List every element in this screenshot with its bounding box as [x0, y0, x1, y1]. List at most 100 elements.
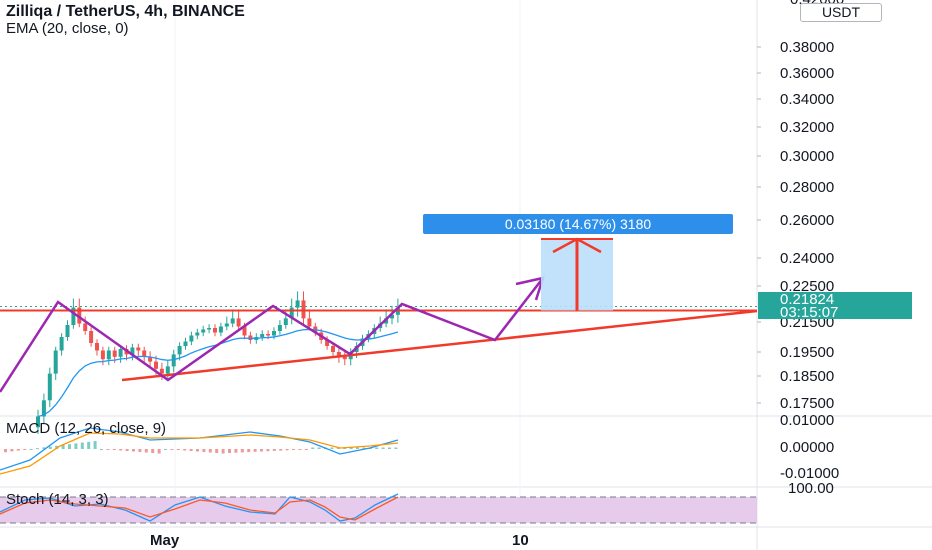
candle-body	[59, 337, 64, 351]
macd-histogram-bar	[394, 447, 398, 449]
macd-histogram-bar	[183, 449, 187, 451]
candle-body	[177, 346, 182, 355]
macd-histogram-bar	[362, 447, 366, 449]
price-tick-label: 0.22500	[780, 278, 834, 295]
candle-body	[159, 368, 164, 374]
candle-body	[336, 352, 341, 357]
candle-body	[100, 350, 105, 360]
candle-body	[165, 366, 170, 374]
candle-body	[41, 400, 46, 417]
macd-histogram-bar	[279, 449, 283, 451]
macd-histogram-bar	[304, 449, 308, 450]
price-tick-label: 0.17500	[780, 395, 834, 412]
candle-body	[218, 326, 223, 333]
candle-body	[136, 347, 141, 351]
last-price-value: 0.21824	[780, 291, 835, 308]
price-tick-label: 0.34000	[780, 91, 834, 108]
candle-body	[277, 325, 282, 331]
price-tick-label: 0.36000	[780, 65, 834, 82]
macd-histogram-bar	[106, 449, 110, 450]
candle-body	[71, 307, 76, 325]
candle-body	[89, 331, 94, 343]
candle-body	[295, 300, 300, 308]
candle-body	[342, 356, 347, 360]
candle-body	[207, 328, 212, 330]
candle-body	[242, 326, 247, 336]
macd-histogram-bar	[189, 449, 193, 451]
macd-histogram-bar	[260, 449, 263, 452]
pattern-path	[0, 277, 544, 393]
candle-body	[307, 318, 312, 327]
stoch-band	[0, 497, 757, 523]
macd-histogram-bar	[240, 449, 244, 453]
price-tick-label: 0.26000	[780, 212, 834, 229]
macd-histogram-bar	[55, 445, 59, 449]
candle-body	[189, 335, 194, 342]
macd-histogram-bar	[266, 449, 270, 452]
macd-histogram-bar	[170, 449, 174, 450]
candle-body	[331, 346, 335, 352]
macd-histogram-bar	[138, 449, 142, 452]
price-tick-label: 0.18500	[780, 368, 834, 385]
stoch-d-line	[0, 496, 399, 521]
candle-body	[130, 347, 135, 355]
price-tick-label: 0.30000	[780, 148, 834, 165]
macd-histogram-bar	[36, 448, 39, 450]
macd-histogram-bar	[196, 449, 199, 452]
candle-body	[236, 318, 241, 327]
candle-body	[65, 325, 70, 337]
macd-histogram-bar	[48, 446, 52, 449]
candle-body	[201, 329, 206, 333]
time-tick-label: 10	[512, 532, 529, 549]
candle-body	[183, 341, 188, 346]
price-tick-label: 0.24000	[780, 250, 834, 267]
macd-tick-label: 0.00000	[780, 439, 834, 456]
macd-histogram-bar	[208, 449, 212, 453]
macd-histogram-bar	[4, 449, 7, 453]
candle-body	[213, 328, 217, 333]
candle-body	[83, 323, 88, 331]
symbol-title[interactable]: Zilliqa / TetherUS, 4h, BINANCE	[6, 3, 245, 20]
macd-histogram-bar	[247, 449, 251, 453]
price-pane	[36, 291, 400, 435]
candle-body	[47, 373, 52, 401]
candle-body	[230, 318, 235, 324]
candle-body	[142, 350, 147, 357]
macd-histogram-bar	[125, 449, 129, 451]
macd-histogram-bar	[151, 449, 155, 453]
stoch-k-line	[0, 493, 399, 522]
last-price-badge: 0.21824 03:15:07	[758, 291, 912, 320]
macd-histogram-bar	[272, 449, 276, 451]
macd-tick-label: 0.01000	[780, 412, 834, 429]
macd-histogram-bar	[74, 443, 78, 449]
macd-histogram-bar	[221, 449, 225, 454]
candle-body	[283, 318, 288, 325]
macd-histogram-bar	[144, 449, 148, 453]
currency-badge[interactable]: USDT	[800, 3, 882, 22]
macd-histogram-bar	[61, 445, 65, 449]
price-tick-label: 0.19500	[780, 344, 834, 361]
macd-histogram-bar	[119, 449, 123, 451]
macd-histogram-bar	[87, 441, 91, 449]
macd-histogram-bar	[215, 449, 219, 453]
macd-label[interactable]: MACD (12, 26, close, 9)	[6, 420, 167, 437]
price-tick-label: 0.32000	[780, 119, 834, 136]
measure-arrowhead	[552, 237, 602, 254]
macd-histogram-bar	[93, 441, 97, 449]
ema-indicator-label[interactable]: EMA (20, close, 0)	[6, 20, 129, 37]
candle-body	[148, 356, 153, 362]
macd-histogram-bar	[285, 449, 289, 451]
candle-body	[301, 300, 306, 319]
macd-histogram-bar	[164, 449, 167, 450]
measure-label: 0.03180 (14.67%) 3180	[423, 214, 733, 234]
candle-body	[77, 307, 82, 324]
stoch-label[interactable]: Stoch (14, 3, 3)	[6, 491, 109, 508]
candle-body	[260, 334, 265, 337]
macd-histogram-bar	[336, 447, 340, 449]
price-tick-label: 0.28000	[780, 179, 834, 196]
macd-signal-line	[0, 432, 399, 475]
macd-histogram-bar	[228, 449, 231, 453]
price-tick-label: 0.38000	[780, 39, 834, 56]
